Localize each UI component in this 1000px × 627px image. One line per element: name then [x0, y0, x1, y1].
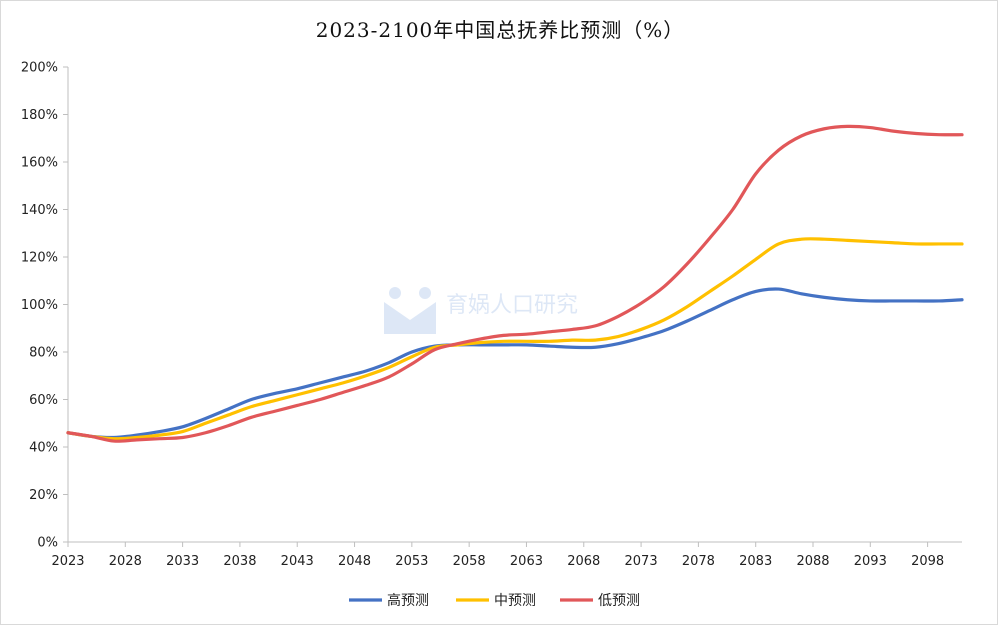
series-line-1	[66, 287, 964, 440]
chart-title: 2023-2100年中国总抚养比预测（%）	[315, 18, 685, 42]
x-tick-label: 2098	[911, 554, 944, 569]
y-tick-label: 60%	[29, 393, 58, 408]
y-tick-label: 0%	[37, 536, 58, 551]
x-tick-label: 2068	[567, 554, 600, 569]
series-line-2	[66, 237, 964, 441]
x-tick-label: 2038	[223, 554, 256, 569]
x-tick-label: 2053	[395, 554, 428, 569]
y-tick-label: 140%	[21, 203, 58, 218]
x-tick-label: 2048	[338, 554, 371, 569]
watermark-logo-icon	[384, 287, 436, 334]
legend-label-1: 高预测	[387, 592, 429, 609]
x-tick-label: 2093	[854, 554, 887, 569]
y-tick-label: 100%	[21, 298, 58, 313]
y-tick-label: 80%	[29, 346, 58, 361]
x-tick-label: 2043	[281, 554, 314, 569]
axes: 0% 20% 40% 60% 80% 100% 120% 140% 160% 180% 200% 20…	[21, 61, 962, 569]
watermark: 育娲人口研究	[384, 287, 578, 334]
y-tick-label: 40%	[29, 441, 58, 456]
x-tick-label: 2078	[682, 554, 715, 569]
x-tick-label: 2033	[166, 554, 199, 569]
legend: 高预测 中预测 低预测	[349, 592, 640, 609]
x-tick-label: 2063	[510, 554, 543, 569]
x-tick-label: 2073	[625, 554, 658, 569]
series-line-3	[66, 124, 964, 443]
y-tick-label: 160%	[21, 156, 58, 171]
x-tick-label: 2058	[453, 554, 486, 569]
x-tick-label: 2083	[739, 554, 772, 569]
y-tick-label: 120%	[21, 251, 58, 266]
y-tick-label: 20%	[29, 488, 58, 503]
legend-label-2: 中预测	[494, 593, 536, 609]
y-tick-label: 180%	[21, 108, 58, 123]
watermark-text: 育娲人口研究	[446, 293, 578, 318]
x-tick-label: 2023	[51, 554, 84, 569]
series-lines	[66, 124, 964, 443]
y-tick-label: 200%	[21, 61, 58, 76]
legend-label-3: 低预测	[598, 593, 640, 609]
x-tick-label: 2088	[796, 554, 829, 569]
x-tick-label: 2028	[109, 554, 142, 569]
